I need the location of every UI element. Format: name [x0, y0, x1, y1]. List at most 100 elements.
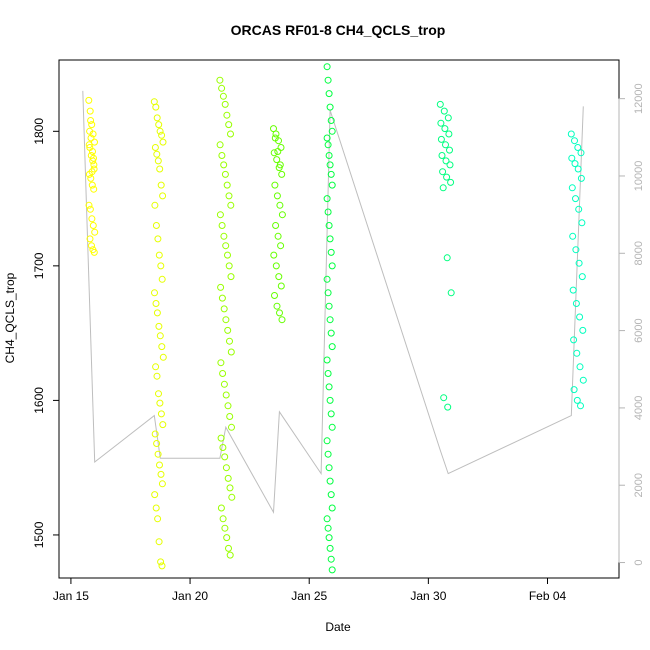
- series-4: [270, 125, 286, 324]
- data-point: [324, 141, 332, 149]
- data-point: [216, 211, 224, 219]
- y2-tick-label: 8000: [633, 241, 645, 265]
- data-point: [216, 76, 224, 84]
- data-point: [443, 254, 451, 262]
- series-6: [436, 100, 455, 411]
- data-point: [151, 144, 159, 151]
- data-point: [155, 538, 163, 546]
- data-point: [218, 84, 226, 92]
- data-point: [437, 119, 445, 127]
- data-point: [219, 370, 227, 377]
- data-point: [152, 504, 160, 512]
- data-point: [159, 421, 167, 429]
- data-point: [324, 208, 332, 216]
- data-point: [153, 150, 161, 158]
- data-point: [325, 464, 333, 472]
- data-point: [226, 551, 234, 559]
- data-point: [86, 235, 94, 243]
- data-point: [155, 251, 163, 259]
- data-point: [325, 90, 333, 98]
- data-point: [152, 222, 160, 229]
- data-point: [270, 251, 278, 259]
- data-point: [327, 248, 335, 256]
- data-point: [218, 294, 226, 302]
- data-point: [157, 262, 165, 270]
- data-point: [227, 348, 235, 356]
- data-point: [328, 127, 336, 135]
- data-point: [90, 185, 98, 193]
- series-7: [567, 130, 587, 410]
- data-point: [217, 359, 225, 367]
- data-point: [91, 228, 99, 236]
- data-point: [440, 107, 448, 115]
- data-point: [447, 289, 455, 297]
- axes-layer: Jan 15 Jan 20 Jan 25 Jan 30 Feb 04 1500 1600 17…: [32, 83, 645, 603]
- data-point: [571, 160, 579, 168]
- data-point: [226, 484, 234, 492]
- data-point: [87, 134, 95, 142]
- data-point: [276, 309, 283, 317]
- data-point: [89, 148, 96, 155]
- data-point: [158, 275, 166, 283]
- data-point: [219, 515, 227, 523]
- data-point: [221, 100, 229, 108]
- data-point: [228, 493, 236, 501]
- data-point: [156, 399, 164, 407]
- data-point: [326, 235, 334, 243]
- data-point: [88, 168, 96, 176]
- data-point: [323, 515, 331, 523]
- data-point: [227, 130, 234, 138]
- data-point: [155, 121, 163, 129]
- data-point: [324, 370, 332, 377]
- data-point: [224, 402, 232, 410]
- series-3: [216, 76, 236, 559]
- data-point: [90, 248, 98, 256]
- data-point: [326, 477, 334, 485]
- data-point: [90, 154, 97, 162]
- data-point: [227, 273, 235, 281]
- data-point: [571, 137, 578, 145]
- data-point: [272, 130, 280, 138]
- data-point: [274, 148, 282, 155]
- data-point: [87, 174, 95, 182]
- data-point: [442, 141, 449, 149]
- data-point: [447, 178, 455, 186]
- data-point: [159, 138, 167, 146]
- data-point: [328, 262, 336, 270]
- data-point: [278, 316, 286, 324]
- data-point: [151, 201, 159, 209]
- data-point: [276, 201, 284, 209]
- series-1: [85, 96, 99, 256]
- data-point: [225, 544, 232, 552]
- data-point: [156, 332, 164, 340]
- data-point: [220, 305, 228, 313]
- data-point: [152, 103, 160, 111]
- data-point: [154, 235, 162, 243]
- data-point: [325, 383, 333, 391]
- data-point: [152, 300, 160, 307]
- data-point: [153, 440, 161, 447]
- data-point: [275, 273, 283, 281]
- series-5: [323, 63, 336, 574]
- data-point: [223, 111, 231, 119]
- y2-tick-label: 12000: [633, 83, 645, 114]
- y-tick-label: 1700: [32, 252, 46, 279]
- data-point: [220, 232, 228, 240]
- data-point: [439, 184, 447, 192]
- data-point: [225, 121, 233, 129]
- data-point: [153, 309, 161, 317]
- data-point: [217, 283, 225, 291]
- y2-tick-label: 10000: [633, 161, 645, 192]
- data-point: [569, 232, 577, 240]
- data-point: [327, 555, 335, 563]
- data-point: [151, 430, 159, 438]
- data-point: [219, 444, 227, 451]
- y-axis-label: CH4_QCLS_trop: [3, 272, 17, 363]
- data-point: [218, 222, 226, 229]
- data-point: [270, 149, 278, 157]
- data-point: [224, 326, 232, 334]
- data-point: [277, 242, 285, 250]
- data-point: [86, 107, 94, 115]
- data-point: [222, 391, 230, 399]
